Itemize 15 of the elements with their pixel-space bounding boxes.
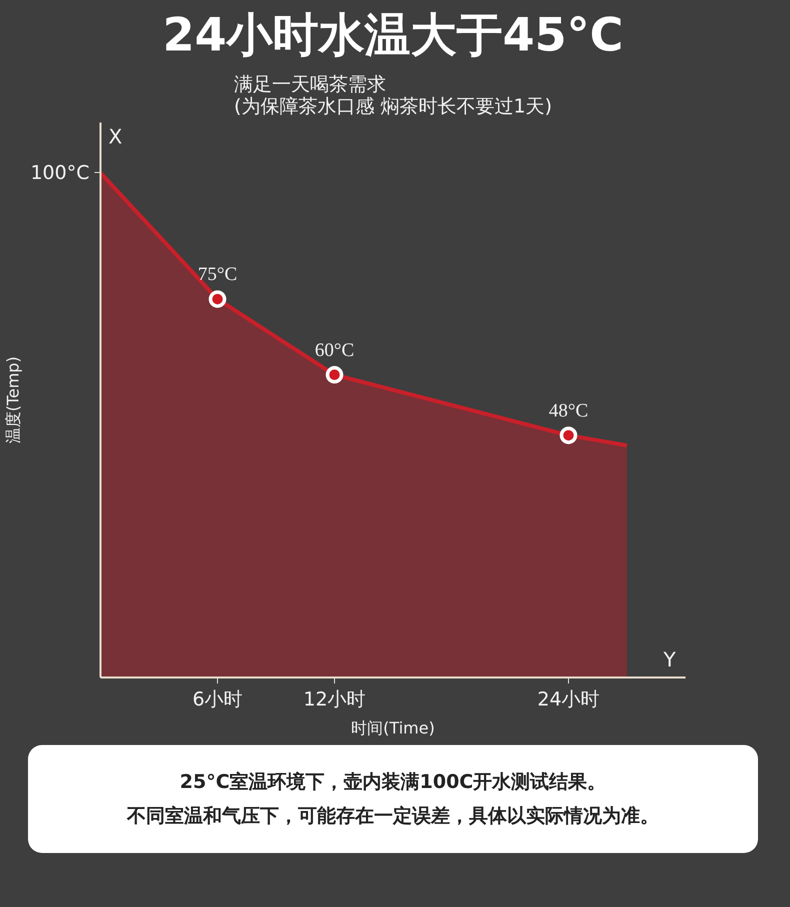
chart-subtitle: 满足一天喝茶需求 (为保障茶水口感 焖茶时长不要过1天) — [234, 74, 552, 118]
x-tick-label: 6小时 — [192, 688, 243, 710]
x-axis-title: 时间(Time) — [351, 718, 435, 738]
data-label: 75°C — [198, 264, 238, 286]
y-axis-title: 温度(Temp) — [3, 356, 22, 444]
x-tick-label: 12小时 — [303, 688, 366, 710]
text: 不同室温和气压下，可能存在一定误差，具体以实际情况为准。 — [127, 805, 659, 827]
data-label: 60°C — [314, 340, 354, 361]
y-tick-label: 100°C — [30, 162, 90, 184]
x-tick-label: 24小时 — [537, 688, 600, 710]
chart-title: 24小时水温大于45°C — [162, 8, 624, 62]
text: 25°C室温环境下，壶内装满100C开水测试结果。 — [180, 771, 606, 793]
data-label: 48°C — [548, 400, 588, 422]
annotation: X — [108, 124, 122, 148]
annotation: Y — [662, 648, 676, 672]
